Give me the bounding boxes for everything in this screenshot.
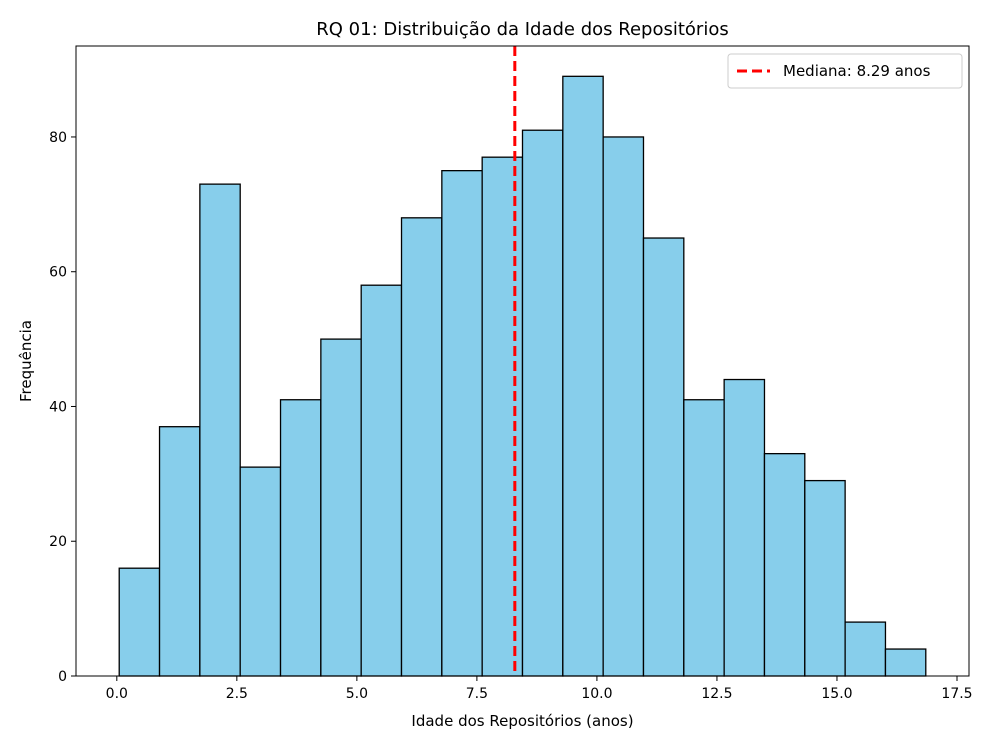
histogram-bar xyxy=(804,479,846,677)
histogram-bar xyxy=(521,129,564,677)
legend: Mediana: 8.29 anos xyxy=(727,53,963,89)
chart-title: RQ 01: Distribuição da Idade dos Reposit… xyxy=(316,19,728,40)
x-tick-label: 5.0 xyxy=(346,686,368,702)
histogram-bar xyxy=(239,466,282,677)
axes-frame xyxy=(75,45,970,677)
x-tick-label: 2.5 xyxy=(226,686,248,702)
histogram-bar xyxy=(441,170,483,677)
y-tick-label: 0 xyxy=(58,669,67,685)
histogram-bar xyxy=(723,378,766,677)
histogram-bar xyxy=(481,156,524,677)
histogram-bar xyxy=(602,136,645,677)
histogram-bar xyxy=(279,399,322,677)
y-tick-label: 80 xyxy=(49,130,67,146)
histogram-bar xyxy=(683,399,725,677)
legend-median-label: Mediana: 8.29 anos xyxy=(783,62,931,80)
x-axis-ticks: 0.0 2.5 5.0 7.5 10.0 12.5 15.0 17.5 xyxy=(106,676,973,702)
y-tick-label: 20 xyxy=(49,534,67,550)
histogram-bar xyxy=(199,183,241,677)
histogram-bar xyxy=(642,237,685,677)
bars-group xyxy=(118,75,927,677)
x-tick-label: 10.0 xyxy=(581,686,612,702)
x-axis-label: Idade dos Repositórios (anos) xyxy=(411,712,633,730)
histogram-bar xyxy=(844,621,887,677)
x-tick-label: 0.0 xyxy=(106,686,128,702)
x-tick-label: 7.5 xyxy=(466,686,488,702)
histogram-bar xyxy=(763,452,806,677)
histogram-bar xyxy=(158,426,201,677)
y-axis-label: Frequência xyxy=(17,320,35,402)
y-tick-label: 40 xyxy=(49,399,67,415)
histogram-bar xyxy=(400,217,443,677)
legend-box xyxy=(727,53,963,89)
x-tick-label: 17.5 xyxy=(941,686,972,702)
histogram-bar xyxy=(562,75,604,677)
histogram-bar xyxy=(320,338,362,677)
histogram-bar xyxy=(884,648,927,677)
histogram-bar xyxy=(118,567,161,677)
x-tick-label: 12.5 xyxy=(701,686,732,702)
histogram-bar xyxy=(360,284,403,677)
y-axis-ticks: 0 20 40 60 80 xyxy=(49,130,76,685)
y-tick-label: 60 xyxy=(49,265,67,281)
x-tick-label: 15.0 xyxy=(821,686,852,702)
